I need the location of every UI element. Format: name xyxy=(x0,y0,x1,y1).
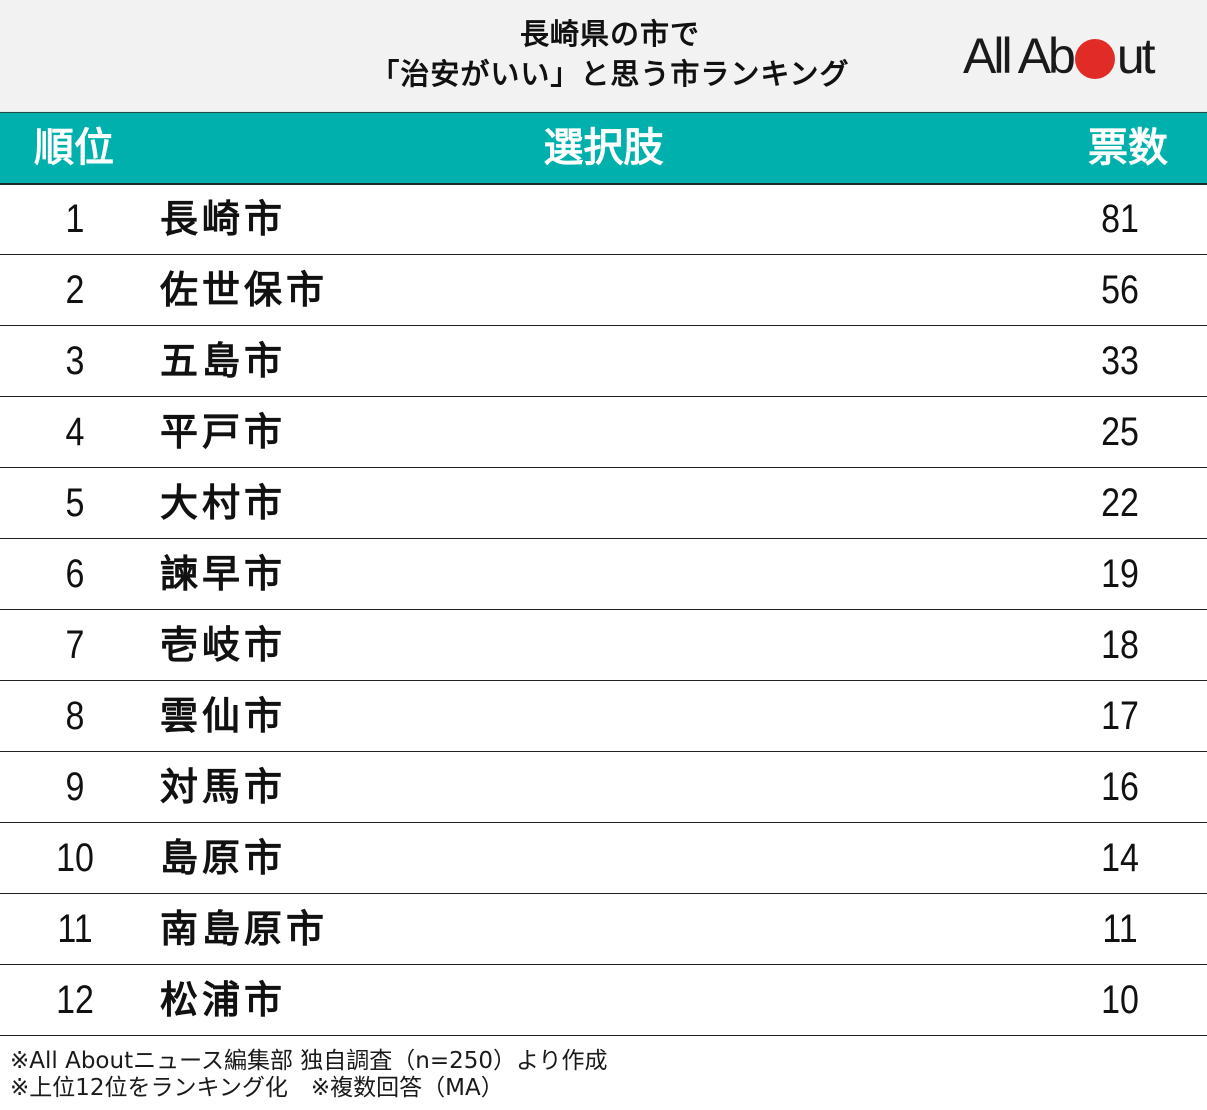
rank-cell: 2 xyxy=(65,268,85,312)
table-row: 10 島原市 14 xyxy=(0,823,1207,894)
city-cell: 壱岐市 xyxy=(160,623,287,667)
rank-cell: 4 xyxy=(65,410,85,454)
city-cell: 対馬市 xyxy=(160,765,287,809)
footnote-source: ※All Aboutニュース編集部 独自調査（n=250）より作成 xyxy=(10,1048,608,1074)
footnote-method: ※上位12位をランキング化 ※複数回答（MA） xyxy=(10,1075,504,1101)
table-header: 順位 選択肢 票数 xyxy=(0,112,1207,185)
title-band: 長崎県の市で 「治安がいい」と思う市ランキング All Ab ut xyxy=(0,0,1207,112)
rank-cell: 5 xyxy=(65,481,85,525)
table-row: 3 五島市 33 xyxy=(0,326,1207,397)
city-cell: 南島原市 xyxy=(160,907,329,951)
city-cell: 五島市 xyxy=(160,339,287,383)
city-cell: 佐世保市 xyxy=(160,268,329,312)
rank-cell: 9 xyxy=(65,765,85,809)
city-cell: 島原市 xyxy=(160,836,287,880)
footnotes: ※All Aboutニュース編集部 独自調査（n=250）より作成 ※上位12位… xyxy=(10,1048,608,1102)
table-row: 5 大村市 22 xyxy=(0,468,1207,539)
votes-cell: 16 xyxy=(1101,765,1139,809)
table-row: 8 雲仙市 17 xyxy=(0,681,1207,752)
table-row: 1 長崎市 81 xyxy=(0,184,1207,255)
votes-cell: 22 xyxy=(1101,481,1139,525)
rank-cell: 7 xyxy=(65,623,85,667)
votes-cell: 18 xyxy=(1101,623,1139,667)
city-cell: 長崎市 xyxy=(160,197,287,241)
header-votes: 票数 xyxy=(1088,125,1168,171)
city-cell: 松浦市 xyxy=(160,978,287,1022)
votes-cell: 19 xyxy=(1101,552,1139,596)
header-choice: 選択肢 xyxy=(543,125,664,171)
rank-cell: 12 xyxy=(56,978,94,1022)
allabout-logo: All Ab ut xyxy=(963,28,1156,84)
votes-cell: 17 xyxy=(1101,694,1139,738)
votes-cell: 10 xyxy=(1101,978,1139,1022)
votes-cell: 25 xyxy=(1101,410,1139,454)
rank-cell: 1 xyxy=(65,197,85,241)
votes-cell: 33 xyxy=(1101,339,1139,383)
city-cell: 大村市 xyxy=(160,481,287,525)
logo-red-dot-icon xyxy=(1074,39,1115,79)
rank-cell: 8 xyxy=(65,694,85,738)
rank-cell: 11 xyxy=(57,907,93,951)
city-cell: 雲仙市 xyxy=(160,694,287,738)
title-line-2: 「治安がいい」と思う市ランキング xyxy=(370,57,850,91)
table-row: 7 壱岐市 18 xyxy=(0,610,1207,681)
table-row: 11 南島原市 11 xyxy=(0,894,1207,965)
page-title: 長崎県の市で 「治安がいい」と思う市ランキング xyxy=(300,14,920,94)
title-line-1: 長崎県の市で xyxy=(519,17,700,51)
city-cell: 平戸市 xyxy=(160,410,287,454)
logo-text-end: ut xyxy=(1116,28,1156,84)
table-row: 12 松浦市 10 xyxy=(0,965,1207,1036)
votes-cell: 56 xyxy=(1101,268,1139,312)
table-row: 2 佐世保市 56 xyxy=(0,255,1207,326)
votes-cell: 14 xyxy=(1101,836,1139,880)
table-row: 6 諫早市 19 xyxy=(0,539,1207,610)
table-row: 9 対馬市 16 xyxy=(0,752,1207,823)
city-cell: 諫早市 xyxy=(160,552,287,596)
rank-cell: 3 xyxy=(65,339,85,383)
votes-cell: 11 xyxy=(1102,907,1138,951)
logo-text-start: All Ab xyxy=(963,28,1076,84)
ranking-table-body: 1 長崎市 81 2 佐世保市 56 3 五島市 33 4 平戸市 25 5 大村市 22 6 諫早市… xyxy=(0,184,1207,1036)
rank-cell: 10 xyxy=(56,836,94,880)
rank-cell: 6 xyxy=(65,552,85,596)
table-row: 4 平戸市 25 xyxy=(0,397,1207,468)
votes-cell: 81 xyxy=(1101,197,1139,241)
header-rank: 順位 xyxy=(34,125,114,171)
